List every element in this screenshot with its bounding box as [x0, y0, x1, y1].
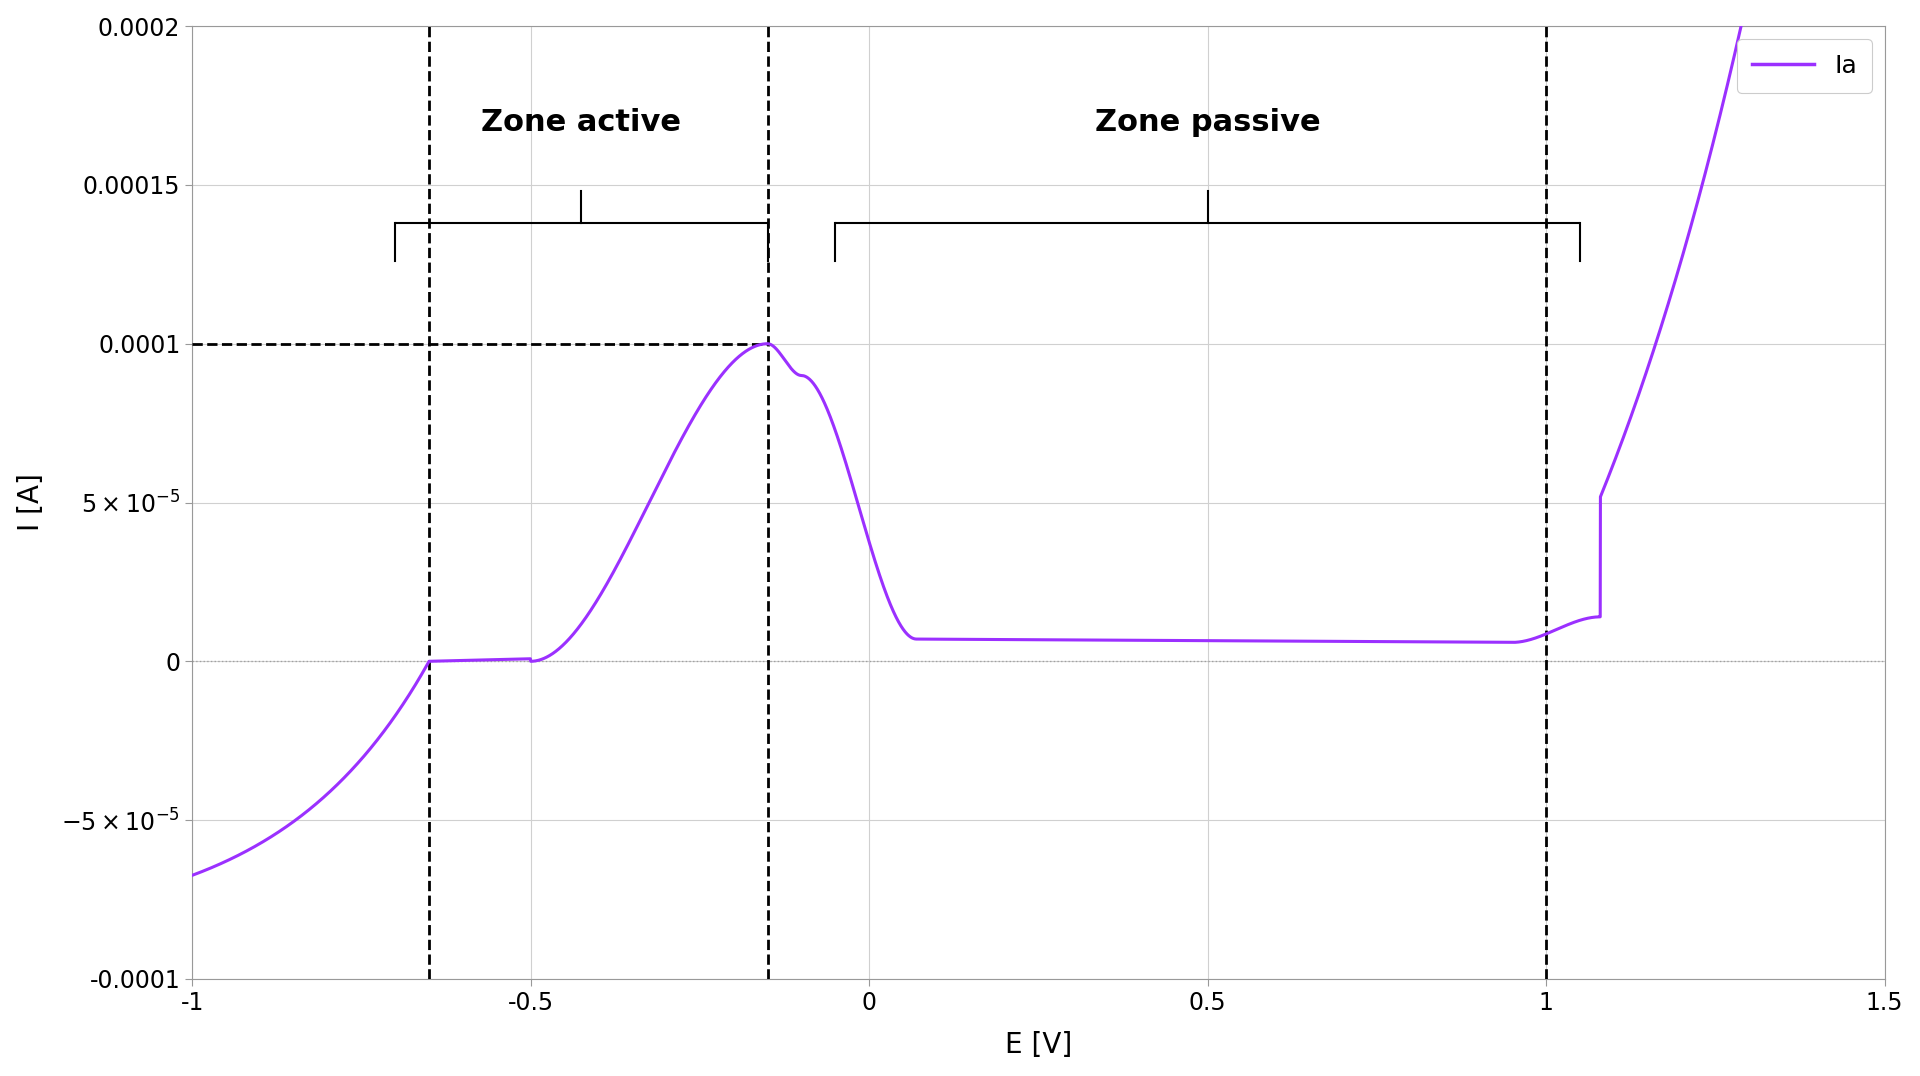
Ia: [180, 869, 204, 882]
X-axis label: E [V]: E [V]: [1004, 1031, 1071, 1060]
Ia: [1256, 635, 1279, 648]
Line: Ia: Ia: [192, 0, 1885, 876]
Ia: [265, 826, 288, 839]
Ia: [1183, 634, 1206, 647]
Ia: [1436, 636, 1459, 649]
Ia: [1526, 631, 1549, 643]
Legend: Ia: Ia: [1738, 39, 1872, 93]
Text: Zone passive: Zone passive: [1094, 109, 1321, 138]
Text: Zone active: Zone active: [482, 109, 682, 138]
Y-axis label: I [A]: I [A]: [17, 473, 44, 532]
Ia: [793, 370, 816, 383]
